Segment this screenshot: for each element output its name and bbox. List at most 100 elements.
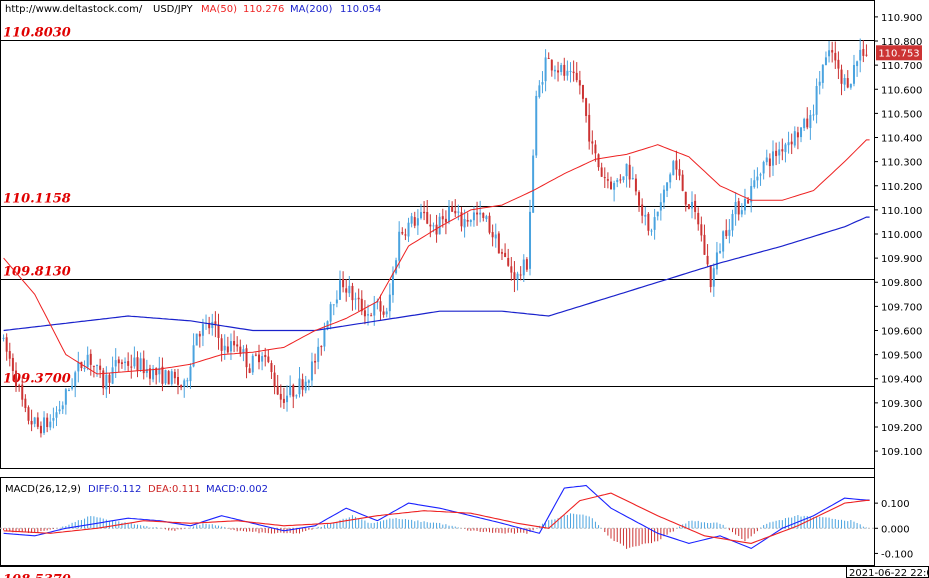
candle-body	[488, 215, 491, 233]
candle-body	[49, 421, 52, 428]
candle-body	[111, 367, 114, 384]
candle-body	[354, 298, 357, 300]
candle-body	[815, 86, 818, 115]
candle-body	[834, 52, 837, 61]
candle-body	[317, 346, 320, 362]
candle-body	[775, 150, 778, 157]
candle-body	[544, 57, 547, 82]
candle-body	[282, 398, 285, 403]
candle-body	[55, 412, 58, 418]
candle-body	[656, 211, 659, 217]
candle-body	[152, 368, 155, 380]
candle-body	[463, 218, 466, 228]
candle-body	[852, 64, 855, 84]
candle-body	[513, 272, 516, 281]
candle-body	[472, 212, 475, 221]
candle-body	[435, 224, 438, 235]
symbol-label: USD/JPY	[153, 4, 193, 15]
candle-body	[585, 98, 588, 116]
candle-body	[516, 273, 519, 280]
candle-body	[600, 167, 603, 177]
candle-body	[342, 278, 345, 288]
candle-body	[846, 78, 849, 88]
candle-body	[715, 252, 718, 270]
candle-body	[229, 341, 232, 352]
candle-body	[631, 177, 634, 180]
candle-body	[737, 201, 740, 215]
candle-body	[391, 273, 394, 296]
candle-body	[610, 181, 613, 190]
candle-body	[345, 288, 348, 293]
candle-body	[373, 303, 376, 316]
candle-body	[395, 260, 398, 274]
candle-body	[781, 149, 784, 152]
candle-body	[634, 178, 637, 192]
candle-body	[64, 389, 67, 405]
candle-body	[220, 338, 223, 351]
price-panel-frame	[0, 0, 875, 469]
candle-body	[638, 192, 641, 206]
candle-body	[581, 84, 584, 99]
candle-body	[616, 179, 619, 183]
price-tick-label: 110.800	[881, 37, 922, 48]
price-tick-label: 110.200	[881, 182, 922, 193]
candle-body	[828, 50, 831, 57]
level-label: 109.3700	[3, 372, 71, 387]
ma50-line	[3, 139, 870, 375]
candle-body	[535, 95, 538, 156]
candle-body	[747, 199, 750, 204]
candle-body	[217, 325, 220, 338]
candle-body	[267, 356, 270, 362]
candle-body	[709, 265, 712, 288]
candle-body	[762, 162, 765, 174]
price-tick-label: 109.800	[881, 278, 922, 289]
candle-body	[426, 211, 429, 224]
candle-body	[186, 380, 189, 382]
macd-tick-label: 0.100	[881, 499, 910, 510]
candle-body	[840, 69, 843, 84]
candlestick-series	[2, 38, 868, 438]
candle-body	[11, 357, 14, 372]
candle-body	[292, 385, 295, 397]
candle-body	[195, 333, 198, 346]
candle-body	[796, 132, 799, 138]
candle-body	[43, 417, 46, 433]
candle-body	[625, 163, 628, 177]
candle-body	[485, 216, 488, 220]
candle-body	[96, 364, 99, 367]
candle-body	[423, 211, 426, 214]
candle-body	[706, 255, 709, 265]
candle-body	[36, 417, 39, 427]
candle-body	[619, 179, 622, 181]
candle-body	[264, 354, 267, 358]
candle-body	[80, 361, 83, 369]
candle-body	[591, 141, 594, 144]
ma50-label: MA(50)	[201, 4, 237, 15]
candle-body	[519, 274, 522, 276]
candle-body	[803, 118, 806, 129]
timestamp-label: 2021-06-22 22:0	[849, 568, 929, 578]
candle-body	[553, 69, 556, 72]
site-url[interactable]: http://www.deltastock.com/	[5, 4, 143, 15]
candle-body	[529, 211, 532, 269]
price-tick-label: 109.700	[881, 302, 922, 313]
candle-body	[479, 212, 482, 215]
candle-body	[622, 176, 625, 181]
candle-body	[233, 341, 236, 346]
candle-body	[142, 358, 145, 374]
candle-body	[856, 61, 859, 67]
candle-body	[694, 200, 697, 212]
candle-body	[223, 345, 226, 351]
price-tick-label: 109.100	[881, 447, 922, 458]
candle-body	[734, 202, 737, 215]
candle-body	[419, 212, 422, 219]
candle-body	[401, 232, 404, 234]
price-tick-label: 109.400	[881, 375, 922, 386]
candle-body	[557, 70, 560, 73]
candle-body	[18, 385, 21, 387]
candle-body	[211, 321, 214, 329]
candle-body	[320, 346, 323, 348]
price-tick-label: 109.900	[881, 254, 922, 265]
candle-body	[148, 368, 151, 379]
